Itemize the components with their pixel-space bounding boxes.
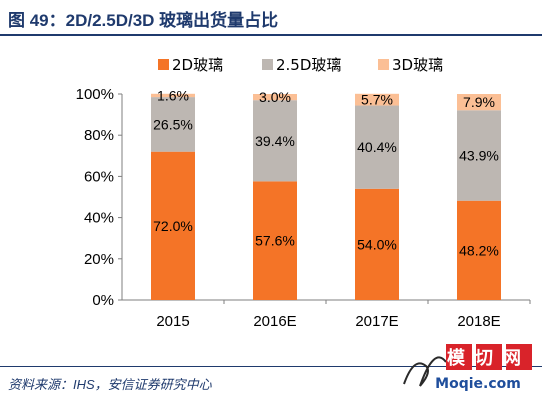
figure-title: 图 49：2D/2.5D/3D 玻璃出货量占比 bbox=[8, 11, 279, 30]
data-label: 1.6% bbox=[157, 87, 189, 103]
legend-label: 2D玻璃 bbox=[172, 56, 223, 74]
legend-swatch bbox=[378, 59, 389, 70]
bar-segment bbox=[457, 200, 501, 300]
data-label: 5.7% bbox=[361, 92, 393, 108]
bar-segment bbox=[253, 181, 297, 300]
bar-segment bbox=[253, 94, 297, 101]
source-note: 资料来源：IHS，安信证券研究中心 bbox=[8, 377, 212, 392]
data-label: 7.9% bbox=[463, 94, 495, 110]
bar-segment bbox=[457, 110, 501, 201]
y-tick-label: 0% bbox=[92, 292, 114, 309]
bar-segment bbox=[151, 93, 195, 98]
x-tick-label: 2018E bbox=[457, 313, 500, 330]
bar-segment bbox=[151, 97, 195, 152]
data-label: 72.0% bbox=[153, 218, 193, 234]
data-label: 3.0% bbox=[259, 89, 291, 105]
title-bar bbox=[0, 0, 542, 36]
y-tick-label: 20% bbox=[84, 251, 114, 268]
x-tick-label: 2017E bbox=[355, 313, 398, 330]
watermark-main-text: 模切网 bbox=[447, 347, 531, 369]
x-tick-label: 2016E bbox=[253, 313, 296, 330]
bar-segment bbox=[355, 93, 399, 106]
data-label: 48.2% bbox=[459, 242, 499, 258]
legend-label: 2.5D玻璃 bbox=[276, 56, 341, 74]
bar-segment bbox=[355, 188, 399, 300]
x-tick-label: 2015 bbox=[156, 313, 189, 330]
data-label: 43.9% bbox=[459, 147, 499, 163]
data-label: 26.5% bbox=[153, 116, 193, 132]
data-label: 54.0% bbox=[357, 236, 397, 252]
legend-label: 3D玻璃 bbox=[392, 56, 443, 74]
bar-segment bbox=[253, 100, 297, 182]
y-tick-label: 40% bbox=[84, 210, 114, 227]
stacked-bar-chart: 0% 20% 40% 60% 80% 100% 72.0% 26.5% 1.6% 2015 57.6… bbox=[76, 56, 531, 330]
y-tick-label: 80% bbox=[84, 127, 114, 144]
watermark-logo: 模切网 Moqie.com bbox=[403, 344, 532, 392]
data-label: 40.4% bbox=[357, 139, 397, 155]
bar-segment bbox=[151, 151, 195, 300]
data-label: 57.6% bbox=[255, 233, 295, 249]
data-label: 39.4% bbox=[255, 133, 295, 149]
legend-swatch bbox=[262, 59, 273, 70]
legend-swatch bbox=[158, 59, 169, 70]
y-tick-label: 60% bbox=[84, 168, 114, 185]
source-divider bbox=[0, 366, 542, 367]
bar-segment bbox=[457, 94, 501, 111]
bar-segment bbox=[355, 105, 399, 189]
watermark-sub-text: Moqie.com bbox=[435, 376, 521, 392]
y-tick-label: 100% bbox=[76, 86, 114, 103]
